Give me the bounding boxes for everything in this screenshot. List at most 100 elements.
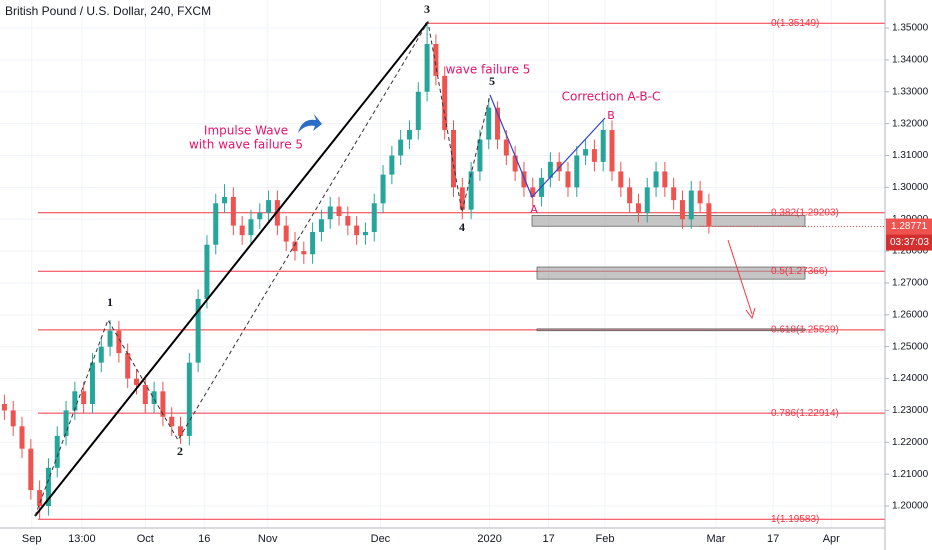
fib-label: 0.382(1.29203) [771, 207, 839, 218]
candle-body [213, 203, 219, 245]
candle-body [371, 203, 377, 232]
wave-path [34, 20, 491, 517]
candle-body [222, 196, 228, 204]
candle-body [671, 187, 677, 201]
y-tick-label: 1.21000 [892, 469, 929, 480]
candle-body [63, 410, 69, 436]
price-axis-bg [885, 0, 932, 550]
fib-label: 0.618(1.25529) [771, 324, 839, 335]
candle-body [72, 391, 78, 411]
y-tick-label: 1.33000 [892, 86, 929, 97]
last-price-tag [886, 218, 932, 235]
candle-body [186, 362, 192, 436]
fib-label: 0.786(1.22914) [771, 408, 839, 419]
x-tick-label: Dec [371, 533, 391, 545]
y-tick-label: 1.35000 [892, 23, 929, 34]
candle-body [362, 231, 368, 236]
x-tick-label: 17 [767, 533, 779, 545]
candle-body [635, 203, 641, 213]
candle-body [583, 149, 589, 156]
candle-body [547, 161, 553, 178]
candle-body [530, 187, 536, 197]
candle-body [151, 391, 157, 405]
wave-label: 5 [489, 74, 495, 88]
x-tick-label: Feb [595, 533, 614, 545]
candle-body [468, 171, 474, 210]
candle-body [301, 251, 307, 255]
candle-body [406, 130, 412, 140]
candle-body [160, 391, 166, 417]
last-price-label: 1.28771 [891, 221, 928, 232]
candle-body [37, 490, 43, 507]
wave-label: B [607, 109, 615, 122]
candle-body [89, 362, 95, 405]
candle-body [433, 43, 439, 76]
x-tick-label: Oct [137, 533, 154, 545]
x-tick-label: 16 [198, 533, 210, 545]
abc-path [489, 94, 606, 199]
candle-body [574, 155, 580, 188]
fib-label: 1(1.19583) [771, 514, 819, 525]
candle-body [195, 298, 201, 363]
candle-body [398, 139, 404, 156]
fib-label: 0(1.35149) [771, 18, 819, 29]
candle-body [662, 171, 668, 188]
trend-line [34, 21, 429, 517]
countdown-label: 03:37:03 [890, 237, 929, 248]
candle-body [98, 346, 104, 363]
candle-body [477, 139, 483, 172]
candle-body [618, 171, 624, 188]
wave-label: 4 [459, 220, 465, 234]
y-tick-label: 1.23000 [892, 405, 929, 416]
y-tick-label: 1.28000 [892, 246, 929, 257]
y-tick-label: 1.32000 [892, 118, 929, 129]
y-tick-label: 1.20000 [892, 501, 929, 512]
wave-label: 3 [424, 2, 430, 16]
candle-body [609, 130, 615, 172]
wave-label: A [530, 203, 538, 216]
candle-body [257, 212, 263, 220]
candle-body [627, 187, 633, 204]
zone [536, 266, 806, 280]
candle-body [697, 190, 703, 204]
arrow [727, 239, 753, 315]
candle-body [310, 231, 316, 255]
y-tick-label: 1.25000 [892, 341, 929, 352]
annotation: with wave failure 5 [189, 138, 303, 152]
chart-title: British Pound / U.S. Dollar, 240, FXCM [5, 4, 211, 18]
annotation: Correction A-B-C [562, 90, 661, 104]
x-tick-label: Mar [706, 533, 725, 545]
candle-body [45, 467, 51, 507]
annotation: Impulse Wave [204, 124, 288, 138]
x-tick-label: Nov [258, 533, 278, 545]
candle-body [142, 384, 148, 405]
candle-body [133, 378, 139, 385]
candle-body [230, 196, 236, 226]
candle-body [459, 187, 465, 210]
candle-body [81, 391, 87, 405]
candle-body [644, 187, 650, 213]
y-tick-label: 1.27000 [892, 278, 929, 289]
candle-body [486, 107, 492, 140]
zone [536, 328, 806, 332]
candle-body [19, 426, 25, 449]
candle-body [556, 161, 562, 172]
candle-body [204, 244, 210, 299]
y-tick-label: 1.22000 [892, 437, 929, 448]
candle-body [10, 410, 16, 427]
candle-body [283, 225, 289, 242]
fib-label: 0.5(1.27366) [771, 266, 828, 277]
x-tick-label: 2020 [477, 533, 501, 545]
candle-body [380, 174, 386, 204]
candle-body [653, 171, 659, 188]
candle-body [248, 219, 254, 236]
candle-body [1, 404, 7, 411]
candle-body [318, 219, 324, 232]
candle-body [495, 107, 501, 140]
candle-body [706, 203, 712, 227]
candle-body [442, 75, 448, 131]
candle-body [266, 200, 272, 213]
candle-body [415, 91, 421, 131]
candle-body [600, 130, 606, 162]
candle-body [327, 206, 333, 220]
